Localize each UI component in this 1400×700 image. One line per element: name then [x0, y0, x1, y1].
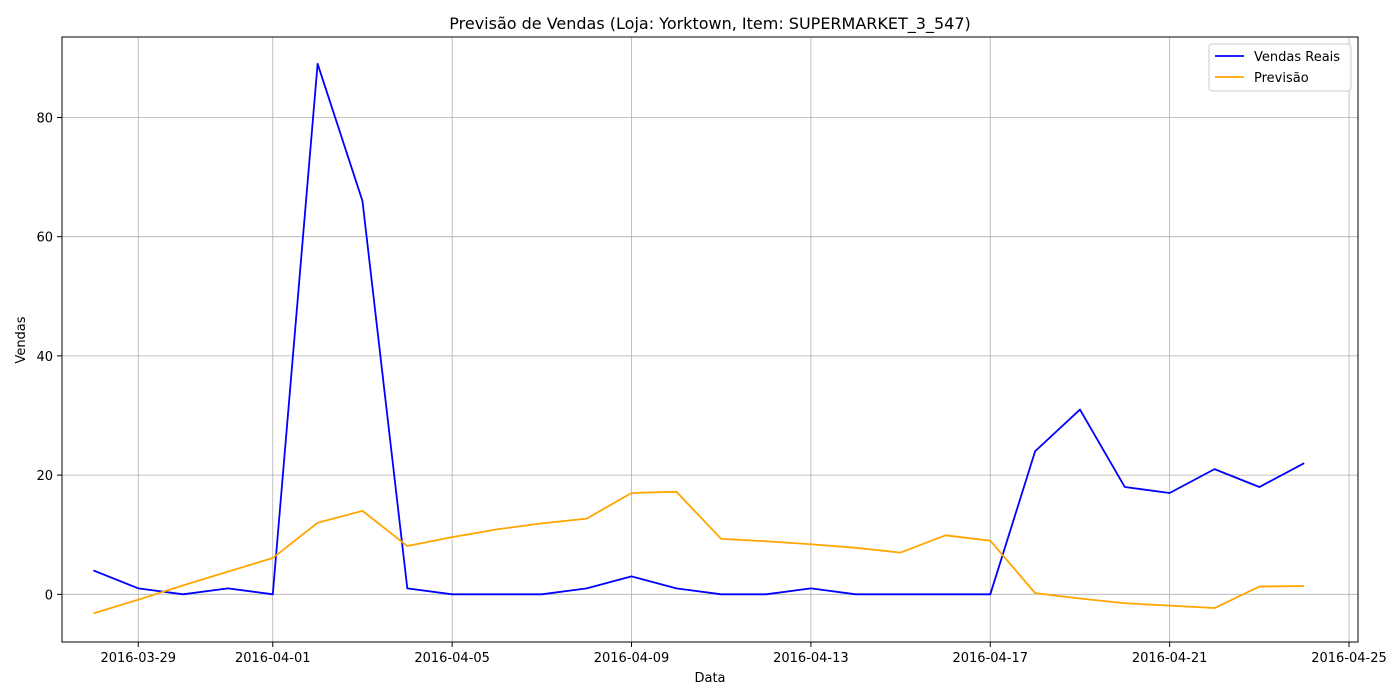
x-tick-label: 2016-04-01	[235, 651, 311, 666]
x-tick-label: 2016-04-13	[773, 651, 849, 666]
x-axis-label: Data	[694, 671, 725, 686]
x-tick-label: 2016-04-09	[594, 651, 670, 666]
x-axis-ticks: 2016-03-29 2016-04-01 2016-04-05 2016-04-09…	[100, 642, 1387, 666]
y-tick-label: 0	[45, 588, 53, 603]
y-axis-label: Vendas	[14, 316, 29, 363]
x-tick-label: 2016-04-05	[414, 651, 490, 666]
x-tick-label: 2016-03-29	[100, 651, 176, 666]
x-tick-label: 2016-04-21	[1132, 651, 1208, 666]
y-tick-label: 80	[36, 111, 53, 126]
x-tick-label: 2016-04-25	[1311, 651, 1387, 666]
series-line-0	[93, 62, 1305, 596]
y-tick-label: 20	[36, 469, 53, 484]
grid	[62, 37, 1358, 642]
series-lines	[93, 62, 1305, 615]
series-line-1	[93, 490, 1305, 615]
x-tick-label: 2016-04-17	[952, 651, 1028, 666]
legend-label-0: Vendas Reais	[1254, 50, 1340, 65]
legend-label-1: Previsão	[1254, 71, 1309, 86]
y-tick-label: 60	[36, 231, 53, 246]
chart-title: Previsão de Vendas (Loja: Yorktown, Item…	[449, 14, 971, 34]
y-tick-label: 40	[36, 350, 53, 365]
legend-box	[1208, 43, 1352, 92]
legend: Vendas Reais Previsão	[1208, 43, 1352, 92]
y-axis-ticks: 0 20 40 60 80	[36, 111, 62, 603]
plot-frame	[61, 36, 1359, 643]
